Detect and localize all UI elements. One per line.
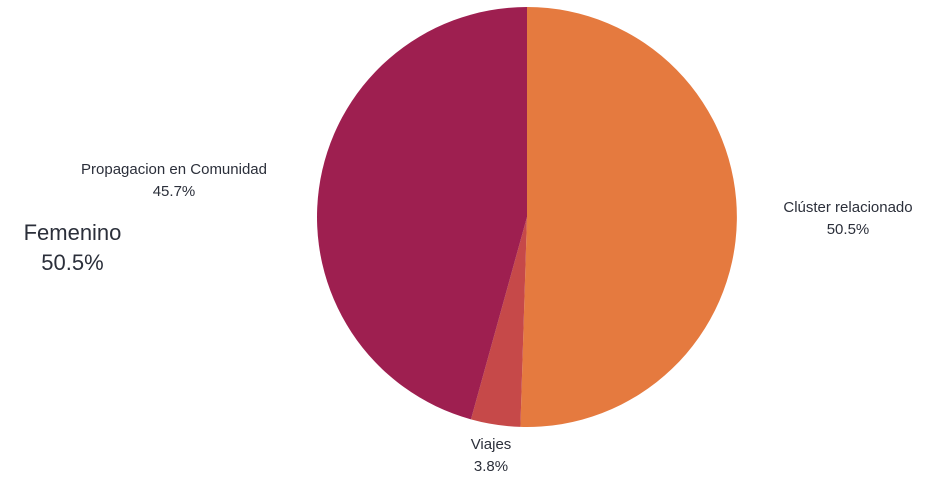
side-label-title: Femenino	[23, 220, 122, 245]
slice-value-2: 3.8%	[474, 458, 508, 475]
pie-slice-3	[317, 7, 527, 420]
side-label-value: 50.5%	[41, 250, 104, 275]
slice-label-1: Clúster relacionado	[783, 199, 912, 216]
side-label: Femenino 50.5%	[0, 218, 145, 278]
pie-slice-1	[520, 7, 737, 427]
slice-value-1: 50.5%	[827, 221, 870, 238]
pie-slice-2	[470, 217, 527, 427]
slice-label-2: Viajes	[471, 436, 512, 453]
slice-value-3: 45.7%	[153, 183, 196, 200]
slice-label-3: Propagacion en Comunidad	[81, 161, 267, 178]
